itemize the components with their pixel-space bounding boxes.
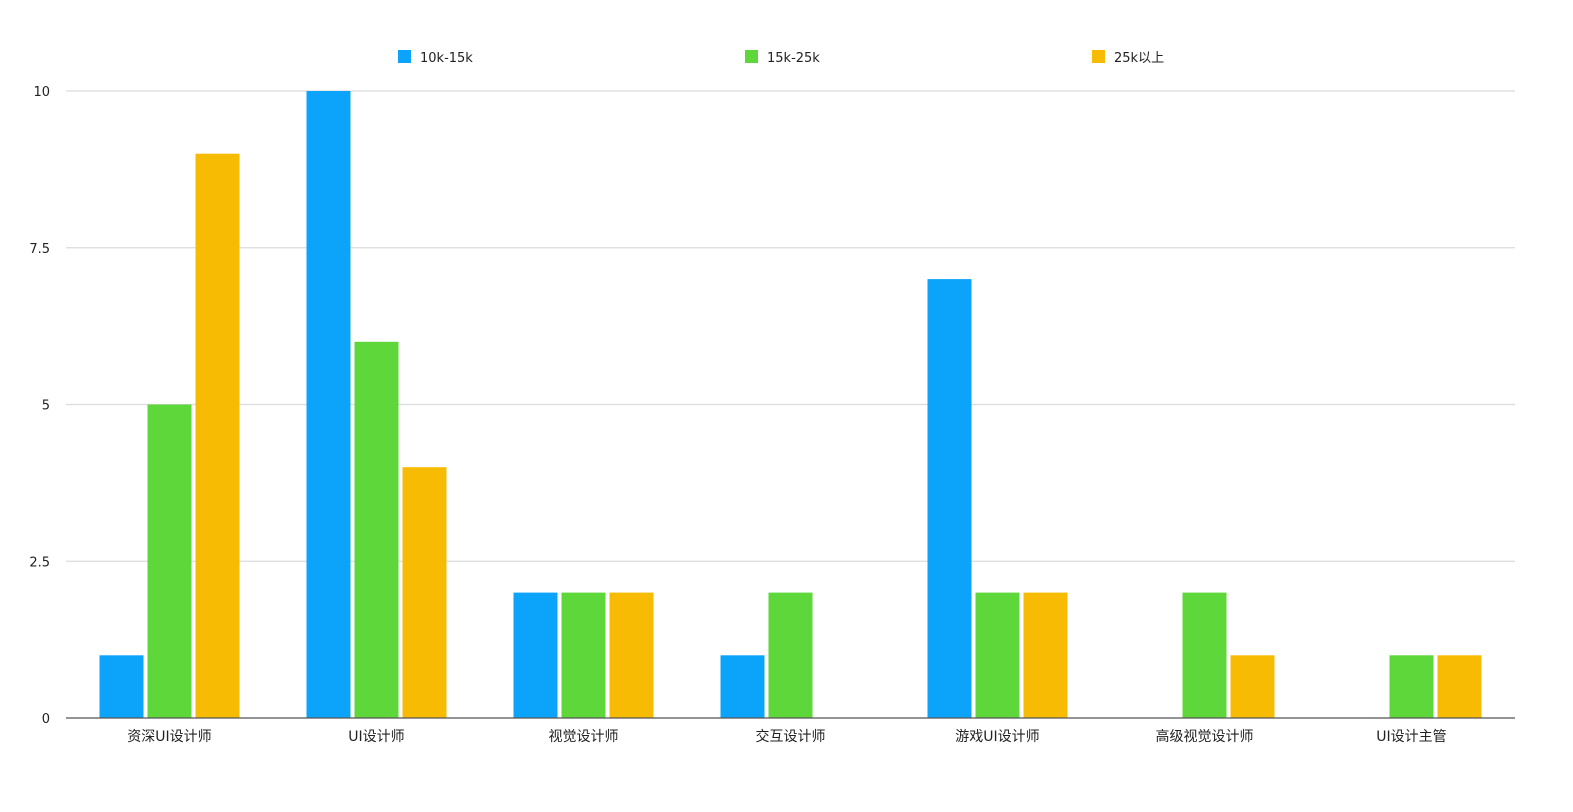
bar-15k-25k-UI设计师: [354, 341, 399, 718]
legend-swatch: [745, 50, 758, 63]
bar-25k以上-资深UI设计师: [195, 153, 240, 718]
bar-25k以上-游戏UI设计师: [1023, 592, 1068, 718]
bar-25k以上-UI设计主管: [1437, 655, 1482, 718]
bar-15k-25k-交互设计师: [768, 592, 813, 718]
x-tick-label: 高级视觉设计师: [1156, 728, 1254, 745]
bar-10k-15k-游戏UI设计师: [927, 279, 972, 718]
legend-label: 25k以上: [1114, 51, 1164, 66]
x-tick-label: 视觉设计师: [549, 729, 619, 745]
bar-15k-25k-游戏UI设计师: [975, 592, 1020, 718]
x-tick-label: 资深UI设计师: [127, 729, 211, 745]
x-tick-label: 游戏UI设计师: [955, 729, 1039, 745]
bar-10k-15k-资深UI设计师: [99, 655, 144, 718]
y-tick-label: 2.5: [29, 555, 50, 570]
x-tick-label: UI设计师: [348, 729, 404, 745]
x-tick-label: UI设计主管: [1376, 729, 1446, 745]
legend-swatch: [398, 50, 411, 63]
bar-10k-15k-UI设计师: [306, 91, 351, 718]
y-tick-label: 0: [42, 712, 50, 727]
bar-10k-15k-视觉设计师: [513, 592, 558, 718]
bar-15k-25k-高级视觉设计师: [1182, 592, 1227, 718]
y-tick-label: 10: [33, 85, 50, 100]
x-tick-label: 交互设计师: [756, 728, 826, 745]
bar-15k-25k-资深UI设计师: [147, 404, 192, 718]
bars: [99, 91, 1482, 718]
x-axis-tick-labels: 资深UI设计师 UI设计师 视觉设计师 交互设计师 游戏UI设计师 高级视觉设计师 UI设计…: [127, 728, 1446, 745]
bar-25k以上-UI设计师: [402, 467, 447, 718]
bar-25k以上-高级视觉设计师: [1230, 655, 1275, 718]
legend-label: 10k-15k: [420, 51, 473, 66]
bar-25k以上-视觉设计师: [609, 592, 654, 718]
bar-10k-15k-交互设计师: [720, 655, 765, 718]
legend-swatch: [1092, 50, 1105, 63]
y-tick-label: 5: [42, 399, 50, 414]
bar-15k-25k-UI设计主管: [1389, 655, 1434, 718]
gridlines: [66, 90, 1515, 562]
y-axis-tick-labels: 0 2.5 5 7.5 10: [29, 85, 50, 727]
legend-label: 15k-25k: [767, 51, 820, 66]
bar-15k-25k-视觉设计师: [561, 592, 606, 718]
legend: 10k-15k 15k-25k 25k以上: [398, 50, 1164, 66]
y-tick-label: 7.5: [29, 242, 50, 257]
